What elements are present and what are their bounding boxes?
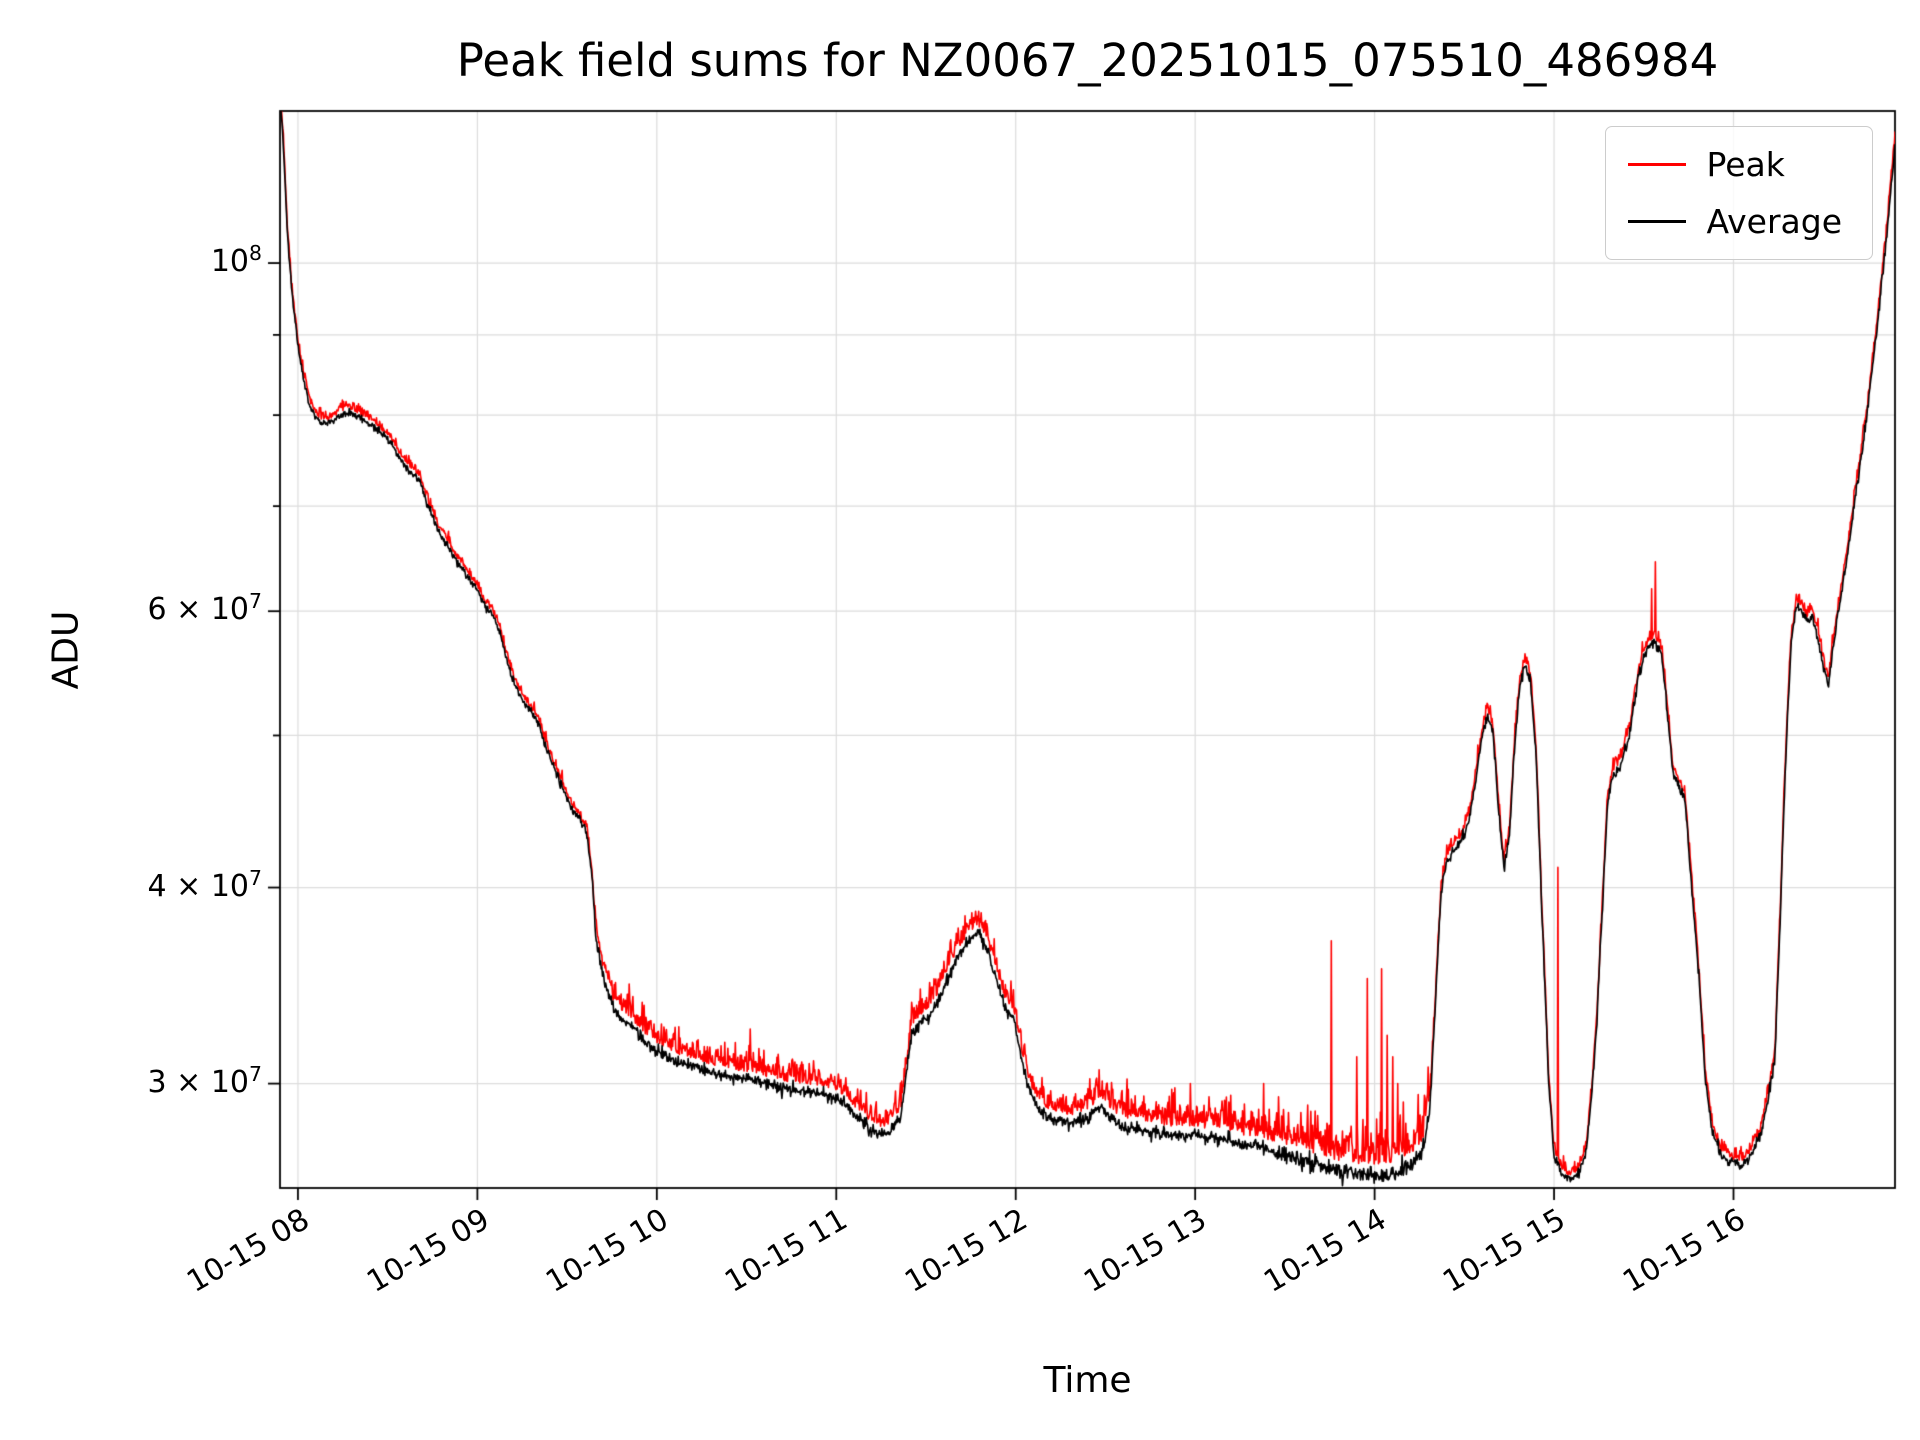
y-tick-label: 6 × 107	[147, 589, 262, 628]
y-tick-label: 3 × 107	[147, 1061, 262, 1100]
legend-entry-average: Average	[1628, 202, 1842, 241]
legend-label: Peak	[1706, 145, 1785, 184]
y-tick-label: 4 × 107	[147, 865, 262, 904]
y-tick-exponent: 8	[249, 241, 262, 266]
legend-entry-peak: Peak	[1628, 145, 1842, 184]
peak-line-swatch	[1628, 163, 1687, 166]
legend: Peak Average	[1605, 126, 1873, 260]
y-tick-exponent: 7	[249, 1061, 262, 1086]
y-tick-exponent: 7	[249, 865, 262, 890]
legend-label: Average	[1706, 202, 1842, 241]
y-tick-label: 108	[210, 241, 262, 280]
average-line-swatch	[1628, 220, 1687, 223]
y-tick-exponent: 7	[249, 589, 262, 614]
